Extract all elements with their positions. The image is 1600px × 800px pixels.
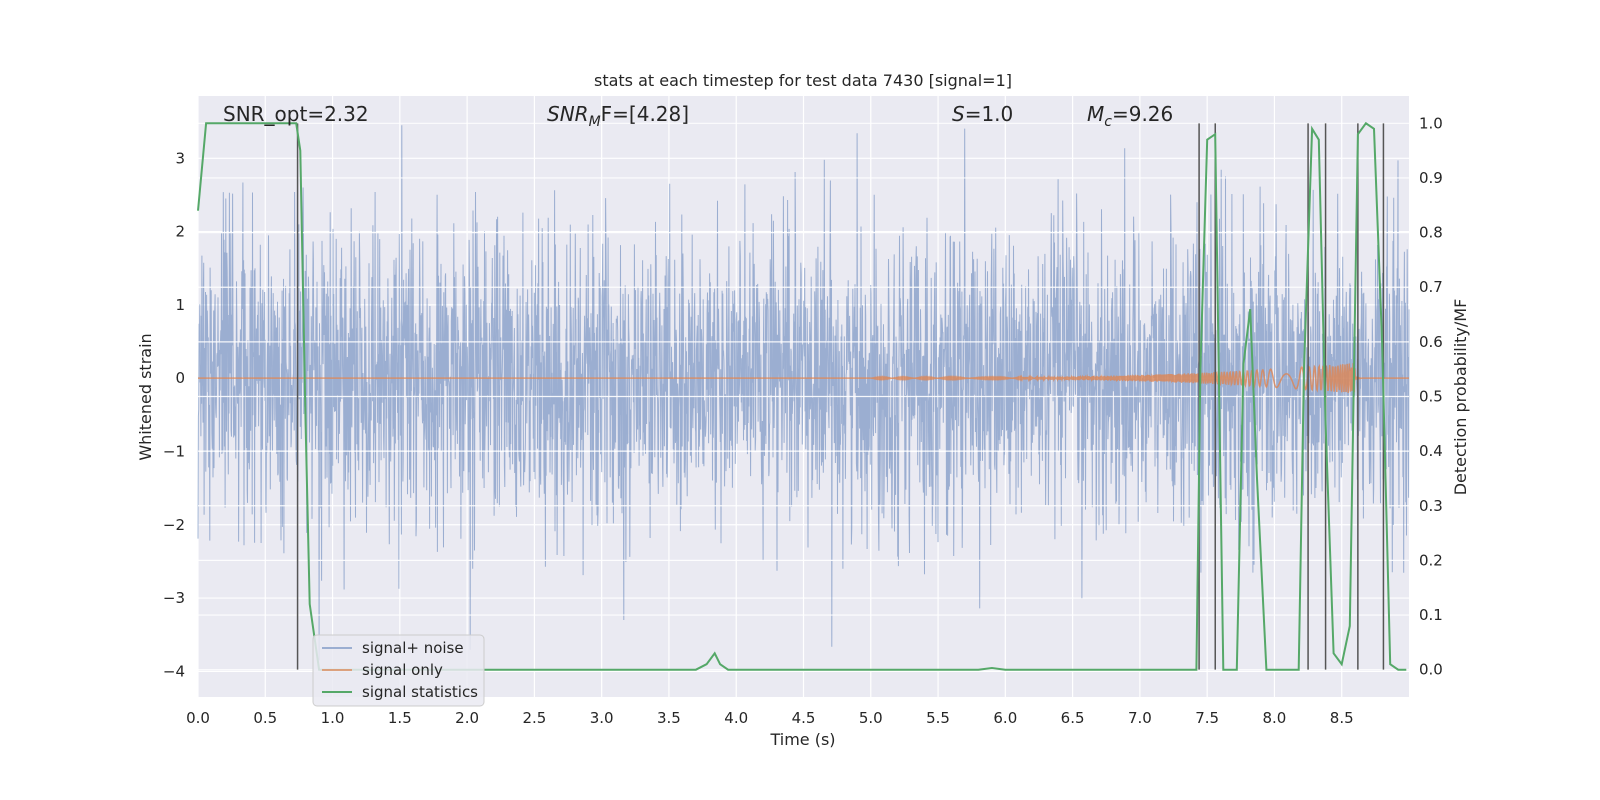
y-right-tick-label-9: 0.9 [1419,169,1443,187]
x-tick-labels: 0.0 0.5 1.0 1.5 2.0 2.5 3.0 3.5 4.0 4.5 5.0 5.5 6.0 6… [186,709,1354,727]
x-tick-label-17: 8.5 [1330,709,1354,727]
snr-mf-rest: F=[4.28] [601,102,689,126]
y-right-tick-label-4: 0.4 [1419,442,1443,460]
legend-label-signal-plus-noise: signal+ noise [362,639,464,657]
y-right-tick-label-6: 0.6 [1419,333,1443,351]
legend: signal+ noise signal only signal statist… [312,634,485,707]
y-tick-label-3: −1 [163,442,185,460]
s-main: S [952,102,965,126]
x-tick-label-0: 0.0 [186,709,210,727]
y-tick-label-1: −3 [163,589,185,607]
y-tick-label-4: 0 [175,369,185,387]
y-right-tick-label-7: 0.7 [1419,278,1443,296]
x-tick-label-15: 7.5 [1195,709,1219,727]
snr-mf-annotation: SNRMF=[4.28] [547,102,689,130]
signal-plus-noise-trace [197,125,1410,661]
y-right-tick-label-1: 0.1 [1419,606,1443,624]
x-tick-label-6: 3.0 [590,709,614,727]
signal-only-trace [198,363,1409,393]
y-right-tick-label-5: 0.5 [1419,388,1443,406]
x-tick-label-16: 8.0 [1263,709,1287,727]
x-tick-label-14: 7.0 [1128,709,1152,727]
snr-opt-annotation: SNR_opt=2.32 [223,102,369,126]
y-tick-label-7: 3 [175,149,185,167]
x-tick-label-8: 4.0 [724,709,748,727]
y-tick-label-0: −4 [163,662,185,680]
y-right-tick-label-3: 0.3 [1419,497,1443,515]
chart-title: stats at each timestep for test data 743… [594,71,1012,90]
y-right-tick-labels: 0.0 0.1 0.2 0.3 0.4 0.5 0.6 0.7 0.8 0.9 1.0 [1419,114,1443,678]
x-tick-label-11: 5.5 [926,709,950,727]
x-tick-label-10: 5.0 [859,709,883,727]
snr-mf-sub: M [589,114,601,130]
legend-label-signal-only: signal only [362,661,443,679]
y-right-tick-label-2: 0.2 [1419,551,1443,569]
x-tick-label-5: 2.5 [522,709,546,727]
x-tick-label-12: 6.0 [993,709,1017,727]
x-tick-label-7: 3.5 [657,709,681,727]
y-right-tick-label-0: 0.0 [1419,661,1443,679]
y-tick-label-6: 2 [175,223,185,241]
y-tick-labels: −4 −3 −2 −1 0 1 2 3 [163,149,185,680]
noise-trace-path [197,125,1410,661]
snr-mf-main: SNR [547,102,589,126]
legend-box [312,634,485,707]
signal-only-chirp-path [870,363,1362,393]
x-tick-label-2: 1.0 [321,709,345,727]
mc-main: M [1087,102,1104,126]
y-right-tick-label-10: 1.0 [1419,114,1443,132]
y-tick-label-5: 1 [175,296,185,314]
x-tick-label-3: 1.5 [388,709,412,727]
y-axis-label: Whitened strain [136,333,155,460]
mc-rest: =9.26 [1112,102,1173,126]
y-right-axis-label: Detection probability/MF [1451,299,1470,496]
y-right-tick-label-8: 0.8 [1419,224,1443,242]
x-tick-label-4: 2.0 [455,709,479,727]
y-tick-label-2: −2 [163,516,185,534]
legend-label-signal-statistics: signal statistics [362,683,478,701]
s-annotation: S=1.0 [952,102,1013,126]
x-axis-label: Time (s) [769,730,835,749]
s-rest: =1.0 [965,102,1014,126]
x-tick-label-9: 4.5 [792,709,816,727]
mc-sub: c [1104,114,1112,130]
x-tick-label-1: 0.5 [253,709,277,727]
x-tick-label-13: 6.5 [1061,709,1085,727]
mc-annotation: Mc=9.26 [1087,102,1173,130]
